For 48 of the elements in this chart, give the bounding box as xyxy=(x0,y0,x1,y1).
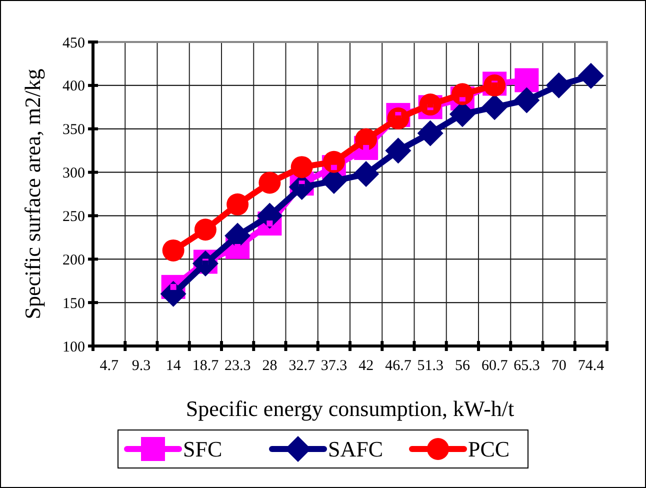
point xyxy=(160,280,186,307)
y-tick-label: 150 xyxy=(62,296,85,312)
point xyxy=(322,150,345,173)
y-tick-label: 250 xyxy=(62,208,85,225)
point xyxy=(387,107,410,130)
y-axis-title: Specific surface area, m2/kg xyxy=(20,68,45,320)
point xyxy=(417,120,444,146)
x-tick-label: 32.7 xyxy=(288,358,316,374)
x-tick-label: 74.4 xyxy=(578,358,605,374)
point xyxy=(482,94,508,120)
point xyxy=(514,68,539,92)
y-tick-label: 450 xyxy=(62,35,85,52)
x-tick-label: 56 xyxy=(454,358,470,374)
legend-label: PCC xyxy=(468,436,510,462)
x-tick-label: 65.3 xyxy=(514,358,540,374)
x-tick-label: 23.3 xyxy=(224,358,251,374)
point xyxy=(419,94,442,116)
x-tick-label: 9.3 xyxy=(132,358,151,374)
x-tick-label: 28 xyxy=(262,358,278,374)
x-tick-label: 42 xyxy=(358,358,374,374)
point xyxy=(194,218,216,241)
x-tick-label: 18.7 xyxy=(192,358,220,374)
y-tick-label: 400 xyxy=(62,78,85,95)
x-axis-title: Specific energy consumption, kW-h/t xyxy=(186,396,514,421)
point xyxy=(514,87,540,114)
y-tick-label: 300 xyxy=(62,166,85,182)
point xyxy=(578,62,604,89)
y-tick-label: 350 xyxy=(62,122,85,138)
x-tick-label: 51.3 xyxy=(417,358,444,374)
x-tick-label: 60.7 xyxy=(481,358,508,374)
point xyxy=(226,193,249,216)
y-tick-label: 200 xyxy=(62,252,85,268)
point xyxy=(258,172,281,194)
point xyxy=(546,72,572,98)
x-tick-label: 46.7 xyxy=(385,358,412,374)
legend-label: SFC xyxy=(183,436,222,462)
point xyxy=(353,161,380,188)
x-tick-label: 4.7 xyxy=(100,358,119,374)
point xyxy=(385,138,412,164)
y-tick-label: 100 xyxy=(62,339,85,356)
x-tick-label: 70 xyxy=(551,358,566,374)
x-tick-label: 14 xyxy=(166,358,182,374)
point xyxy=(355,128,378,150)
point xyxy=(290,156,313,178)
x-tick-label: 37.3 xyxy=(320,358,348,374)
legend-label: SAFC xyxy=(328,436,384,462)
point xyxy=(162,239,184,262)
point xyxy=(451,83,474,106)
